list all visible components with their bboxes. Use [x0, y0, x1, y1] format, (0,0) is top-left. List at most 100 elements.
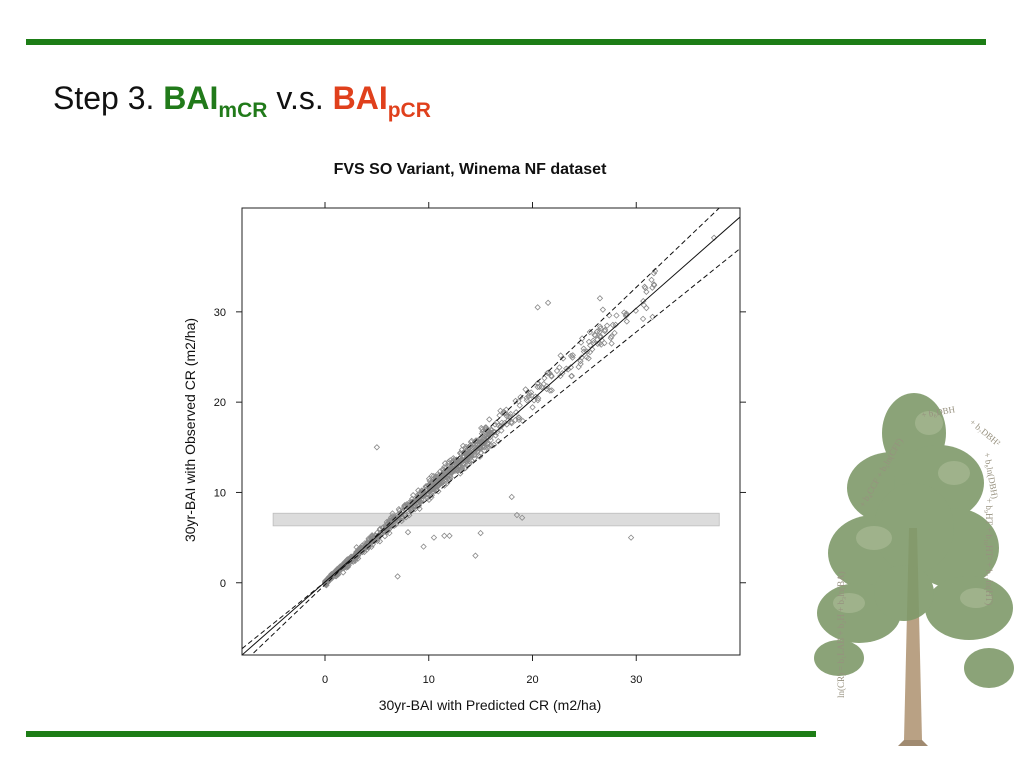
x-tick-label: 30 — [630, 674, 642, 686]
title-term-mcr-base: BAI — [163, 80, 219, 116]
data-point — [389, 510, 396, 517]
data-point — [611, 329, 618, 337]
data-point — [523, 394, 530, 402]
data-point — [427, 487, 434, 494]
data-point — [648, 276, 655, 284]
svg-text:+ b₈ln(DBH): + b₈ln(DBH) — [982, 452, 1000, 500]
data-point — [535, 394, 542, 402]
data-point — [534, 383, 541, 391]
data-point — [627, 534, 635, 541]
data-point — [467, 450, 475, 457]
data-point — [534, 380, 541, 387]
data-point — [368, 538, 376, 545]
data-point — [556, 364, 563, 371]
y-tick-label: 10 — [214, 487, 226, 499]
data-point — [601, 326, 609, 334]
data-point — [477, 529, 484, 537]
y-tick-label: 0 — [220, 578, 226, 590]
data-point — [529, 404, 536, 411]
data-point — [482, 424, 489, 431]
data-point — [502, 410, 509, 417]
data-point — [478, 430, 486, 437]
data-point — [512, 397, 519, 405]
data-point — [488, 427, 495, 434]
data-point — [545, 369, 552, 376]
data-point — [577, 360, 584, 368]
data-point — [608, 340, 615, 347]
data-point — [596, 295, 604, 302]
data-point — [353, 554, 360, 562]
tree-highlights — [833, 411, 992, 613]
data-point — [508, 493, 515, 501]
data-point — [446, 532, 453, 539]
data-point — [583, 348, 591, 355]
data-point — [603, 322, 611, 329]
y-tick-label: 30 — [214, 307, 226, 319]
data-point — [468, 437, 475, 445]
data-point — [544, 369, 551, 377]
data-point — [424, 494, 432, 501]
data-point — [476, 436, 483, 443]
fit-lines — [242, 208, 740, 655]
data-point — [444, 474, 452, 482]
data-point — [483, 444, 491, 451]
data-point — [477, 435, 484, 443]
data-point — [516, 402, 523, 409]
data-point — [587, 342, 594, 349]
data-point — [469, 443, 476, 451]
data-point — [487, 436, 494, 444]
y-axis-label: 30yr-BAI with Observed CR (m2/ha) — [182, 318, 198, 542]
data-point — [639, 315, 647, 323]
data-point — [485, 428, 493, 435]
data-point — [409, 498, 416, 505]
data-point — [596, 328, 603, 336]
svg-text:+ b₉HT + b₁₀HT² + b₁₁ln(HT): + b₉HT + b₁₀HT² + b₁₁ln(HT) — [984, 498, 994, 605]
data-point — [567, 364, 575, 371]
data-point — [422, 482, 430, 490]
data-point — [598, 341, 605, 348]
data-point — [528, 392, 535, 399]
data-point — [608, 333, 615, 340]
data-point — [650, 270, 658, 277]
data-point — [461, 465, 468, 472]
data-point — [455, 457, 462, 464]
data-point — [459, 465, 466, 472]
data-point — [643, 288, 650, 296]
data-point — [477, 449, 484, 457]
data-point — [384, 523, 391, 531]
data-point — [448, 466, 455, 473]
title-term-pcr-base: BAI — [332, 80, 388, 116]
data-point — [439, 473, 446, 481]
data-point — [649, 313, 656, 321]
data-point — [651, 267, 659, 275]
data-point — [546, 387, 554, 394]
data-point — [394, 573, 401, 580]
data-point — [457, 470, 464, 477]
title-term-mcr-sub: mCR — [218, 99, 268, 122]
data-point — [518, 514, 526, 521]
data-point — [389, 513, 397, 520]
data-point — [451, 456, 458, 463]
data-point — [553, 367, 561, 375]
title-term-pcr: BAIpCR — [332, 80, 431, 121]
data-point — [577, 357, 584, 365]
data-point — [356, 549, 363, 557]
data-point — [418, 487, 425, 494]
data-point — [567, 352, 575, 360]
data-point — [585, 355, 592, 362]
data-point — [327, 574, 334, 582]
data-point — [404, 529, 412, 536]
slide-title: Step 3. BAImCR v.s. BAIpCR — [53, 78, 431, 121]
data-point — [599, 306, 607, 313]
plot-frame — [241, 207, 741, 656]
data-point — [392, 521, 400, 528]
chart-title: FVS SO Variant, Winema NF dataset — [334, 161, 607, 178]
data-point — [373, 444, 381, 451]
data-point — [323, 578, 330, 586]
data-point — [568, 372, 575, 380]
data-point — [540, 380, 547, 388]
data-point — [596, 323, 604, 330]
x-tick-label: 10 — [423, 674, 435, 686]
data-point — [487, 429, 494, 436]
